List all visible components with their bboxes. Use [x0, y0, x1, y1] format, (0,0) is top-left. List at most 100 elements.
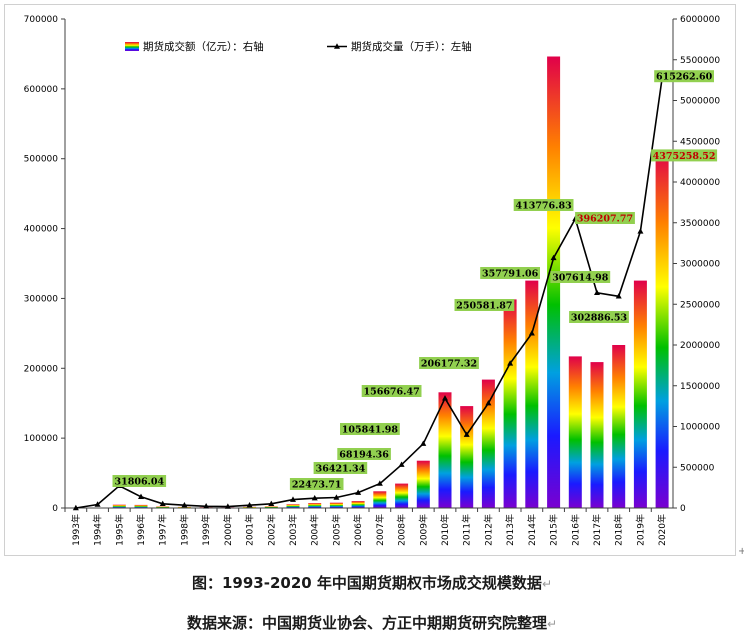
volume-point-2014年: [528, 330, 535, 336]
x-tick-label: 1997年: [157, 514, 169, 546]
x-tick-label: 1999年: [200, 514, 212, 546]
right-tick-label: 5500000: [680, 56, 720, 66]
bar-2020年: [655, 151, 669, 508]
data-source: 数据来源：中国期货业协会、方正中期期货研究院整理↵: [186, 614, 558, 632]
x-tick-label: 2013年: [504, 514, 516, 546]
volume-point-2018年: [615, 293, 622, 299]
volume-point-2013年: [507, 360, 514, 366]
data-label-bg: [289, 478, 344, 490]
bar-2003年: [286, 504, 300, 508]
data-label-bg: [361, 385, 422, 397]
left-tick-label: 500000: [24, 155, 59, 165]
volume-point-2001年: [246, 502, 253, 508]
volume-point-2010年: [442, 395, 448, 401]
data-label-bg: [569, 311, 629, 323]
data-label-bg: [651, 149, 718, 162]
volume-point-2015年: [550, 254, 557, 261]
left-tick-label: 100000: [24, 434, 59, 444]
data-label-bg: [337, 448, 391, 460]
data-label: 396207.77: [577, 214, 633, 225]
x-tick-label: 1995年: [113, 514, 125, 546]
volume-point-2005年: [333, 494, 340, 500]
bar-2012年: [481, 379, 495, 508]
bar-2006年: [351, 501, 365, 508]
data-label: 22473.71: [292, 480, 342, 491]
x-tick-label: 2019年: [634, 514, 646, 546]
right-tick-label: 3000000: [680, 260, 720, 270]
data-label: 206177.32: [421, 359, 477, 370]
data-label: 302886.53: [571, 313, 627, 324]
right-tick-label: 0: [680, 504, 686, 514]
chart-frame: 0 100000 200000 300000 400000 500000 600000 700…: [4, 4, 736, 556]
data-label: 615262.60: [656, 72, 713, 83]
x-tick-label: 2008年: [396, 514, 408, 546]
volume-point-1994年: [94, 501, 101, 507]
bar-1998年: [177, 506, 191, 508]
volume-point-2000年: [224, 503, 231, 509]
right-tick-label: 3500000: [680, 219, 720, 229]
bar-2014年: [525, 280, 539, 508]
data-label: 250581.87: [456, 301, 512, 312]
data-label-bg: [575, 212, 635, 224]
bar-2018年: [612, 345, 626, 508]
data-label: 4375258.52: [653, 151, 716, 162]
bar-2007年: [373, 491, 387, 508]
chart-svg: 0 100000 200000 300000 400000 500000 600000 700…: [24, 15, 721, 546]
data-label-bg: [550, 271, 611, 283]
left-tick-label: 600000: [24, 85, 59, 95]
bar-2011年: [460, 406, 474, 508]
legend-label-bar: 期货成交额（亿元）：右轴: [143, 40, 264, 53]
right-tick-label: 4000000: [680, 178, 720, 188]
volume-line: [75, 78, 663, 509]
data-label: 31806.04: [115, 477, 165, 488]
volume-point-2017年: [594, 289, 600, 296]
bar-2009年: [416, 460, 430, 508]
volume-point-2007年: [376, 480, 383, 486]
data-label: 105841.98: [342, 425, 399, 436]
volume-point-1993年: [72, 504, 79, 511]
x-tick-label: 2011年: [461, 514, 473, 546]
volume-point-2009年: [420, 440, 427, 446]
left-tick-label: 0: [52, 504, 58, 514]
bar-2005年: [329, 502, 343, 508]
x-tick-label: 1998年: [178, 514, 190, 546]
left-tick-label: 300000: [24, 294, 59, 304]
volume-point-2002年: [268, 500, 275, 507]
data-label-bg: [112, 475, 167, 487]
right-tick-label: 1500000: [680, 382, 720, 392]
x-tick-label: 2001年: [244, 514, 256, 546]
x-tick-label: 2005年: [330, 514, 342, 546]
data-label-bg: [654, 70, 714, 83]
right-tick-label: 4500000: [680, 137, 720, 147]
data-label-bg: [313, 462, 368, 474]
x-tick-label: 2006年: [352, 514, 364, 546]
x-tick-label: 2017年: [591, 514, 603, 546]
right-tick-label: 5000000: [680, 97, 720, 107]
x-tick-label: 2016年: [569, 514, 581, 546]
x-tick-label: 2012年: [482, 514, 494, 546]
data-label: 36421.34: [316, 464, 366, 475]
x-tick-label: 2015年: [548, 514, 560, 546]
volume-point-2019年: [637, 228, 644, 234]
x-tick-label: 1994年: [92, 514, 104, 546]
right-tick-label: 2500000: [680, 300, 720, 310]
volume-point-2012年: [485, 400, 492, 406]
right-tick-label: 500000: [680, 463, 715, 473]
volume-point-1996年: [138, 493, 144, 500]
bar-2004年: [308, 503, 322, 508]
data-source-text: 数据来源：中国期货业协会、方正中期期货研究院整理: [186, 614, 547, 632]
data-label: 68194.36: [339, 450, 389, 461]
x-tick-label: 2018年: [613, 514, 625, 546]
x-tick-label: 1996年: [135, 514, 147, 546]
volume-point-2004年: [311, 495, 318, 501]
data-label: 413776.83: [515, 201, 571, 212]
x-tick-label: 2010年: [439, 514, 451, 546]
figure-caption: 图：1993-2020 年中国期货期权市场成交规模数据↵: [191, 574, 552, 592]
volume-point-2008年: [398, 461, 405, 467]
x-tick-label: 2002年: [265, 514, 277, 546]
bar-1995年: [112, 504, 126, 508]
volume-point-1998年: [181, 502, 188, 508]
plus-mark: +: [738, 546, 744, 557]
volume-point-1999年: [203, 503, 210, 509]
x-tick-label: 2014年: [526, 514, 538, 546]
